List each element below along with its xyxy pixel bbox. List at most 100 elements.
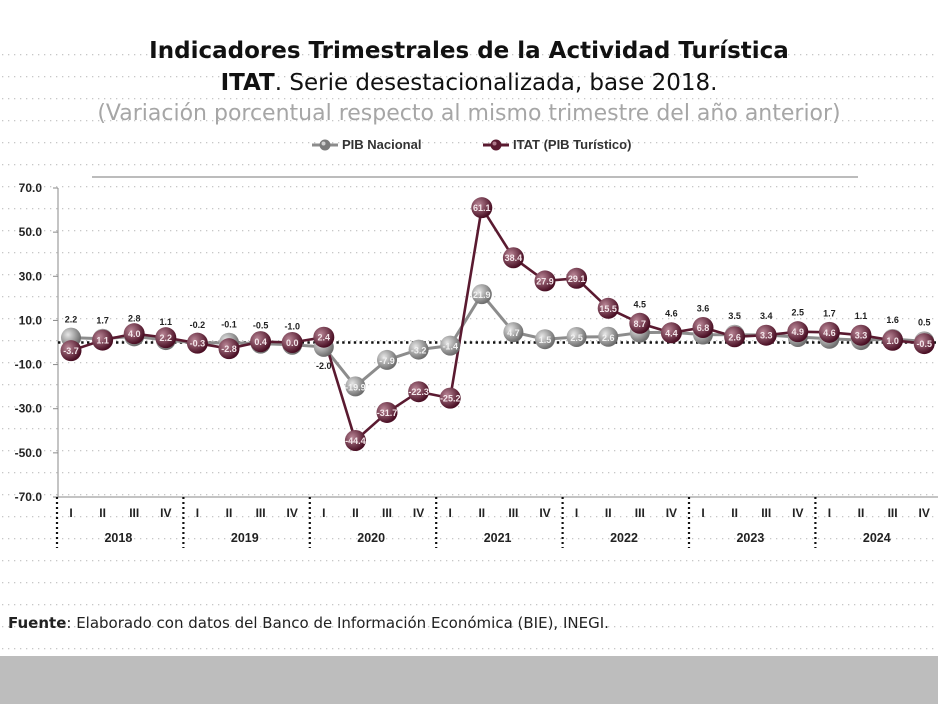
x-quarter-label: II <box>478 506 485 520</box>
y-tick-label: -70.0 <box>15 490 43 504</box>
y-tick-label: -50.0 <box>15 446 43 460</box>
itat-data-label: 3.3 <box>760 331 773 341</box>
pib-data-label: -0.5 <box>253 321 269 331</box>
itat-data-point <box>629 312 651 334</box>
x-quarter-label: IV <box>919 506 930 520</box>
itat-data-point <box>692 316 714 338</box>
x-quarter-label: IV <box>539 506 550 520</box>
itat-series-line <box>70 204 925 443</box>
itat-data-label: 4.9 <box>792 327 805 337</box>
itat-data-point <box>882 329 904 351</box>
itat-data-label: 2.4 <box>318 333 331 343</box>
legend-marker-pib-icon <box>312 139 338 150</box>
itat-data-point <box>60 340 82 362</box>
chart-subtitle: ITAT. Serie desestacionalizada, base 201… <box>0 70 938 96</box>
pib-data-point <box>440 335 461 356</box>
itat-data-point <box>660 322 682 344</box>
x-quarter-label: IV <box>413 506 424 520</box>
pib-data-label: 1.7 <box>96 316 109 326</box>
itat-data-label: 1.0 <box>886 336 899 346</box>
x-quarter-label: III <box>508 506 518 520</box>
x-quarter-label: I <box>701 506 704 520</box>
chart-legend: PIB Nacional ITAT (PIB Turístico) <box>0 137 938 157</box>
y-tick-label: -10.0 <box>15 358 43 372</box>
itat-data-label: -22.3 <box>408 387 429 397</box>
x-year-label: 2019 <box>231 531 259 545</box>
pib-data-label: 4.5 <box>634 299 647 309</box>
x-quarter-label: I <box>69 506 72 520</box>
pib-data-label: 4.6 <box>665 308 678 318</box>
pib-data-label: -1.4 <box>442 342 458 352</box>
x-quarter-label: II <box>858 506 865 520</box>
itat-data-label: -44.4 <box>345 436 366 446</box>
itat-data-point <box>534 270 556 292</box>
itat-data-point <box>471 197 493 219</box>
x-quarter-label: I <box>196 506 199 520</box>
pib-data-point <box>408 339 429 360</box>
itat-data-label: 6.8 <box>697 323 710 333</box>
itat-data-label: 38.4 <box>505 253 523 263</box>
itat-data-point <box>186 332 208 354</box>
pib-data-label: -0.2 <box>190 320 206 330</box>
x-quarter-label: I <box>575 506 578 520</box>
itat-data-point <box>408 381 430 403</box>
itat-data-point <box>92 329 114 351</box>
itat-data-label: 4.0 <box>128 329 141 339</box>
itat-data-point <box>566 267 588 289</box>
itat-data-label: -2.8 <box>221 344 237 354</box>
itat-data-label: 1.1 <box>96 336 109 346</box>
subtitle-bold: ITAT <box>220 70 275 96</box>
itat-data-point <box>250 331 272 353</box>
pib-data-label: 2.5 <box>792 308 805 318</box>
pib-data-label: 1.7 <box>823 308 836 318</box>
pib-data-label: 1.5 <box>539 335 552 345</box>
pib-data-point <box>598 326 619 347</box>
pib-data-point <box>345 376 366 397</box>
itat-data-label: 2.6 <box>728 332 741 342</box>
pib-data-label: 2.8 <box>128 313 141 323</box>
itat-data-label: 0.4 <box>254 337 267 347</box>
pib-data-point <box>377 349 397 370</box>
itat-data-label: 27.9 <box>536 276 554 286</box>
pib-data-label: 2.6 <box>602 333 615 343</box>
pib-data-label: 3.4 <box>760 311 773 321</box>
pib-data-label: 3.6 <box>697 303 710 313</box>
itat-data-label: 4.4 <box>665 328 678 338</box>
itat-data-label: -25.2 <box>440 394 461 404</box>
itat-data-label: 3.3 <box>855 331 868 341</box>
itat-data-label: -31.7 <box>377 408 398 418</box>
subtitle-rest: . Serie desestacionalizada, base 2018. <box>274 70 718 96</box>
x-year-label: 2024 <box>863 531 891 545</box>
itat-data-label: 4.6 <box>823 328 836 338</box>
pib-data-point <box>535 329 555 350</box>
pib-data-label: 2.2 <box>65 315 78 325</box>
pib-data-label: 2.5 <box>570 333 583 343</box>
pib-data-label: -1.0 <box>284 322 300 332</box>
itat-data-label: -3.7 <box>63 346 79 356</box>
itat-data-point <box>123 323 145 345</box>
y-tick-label: 70.0 <box>19 181 43 195</box>
pib-series-line <box>70 291 925 389</box>
legend-label-itat: ITAT (PIB Turístico) <box>513 137 632 152</box>
itat-data-point <box>724 326 746 348</box>
pib-data-label: -7.9 <box>379 356 395 366</box>
x-quarter-label: II <box>352 506 359 520</box>
legend-marker-itat-icon <box>483 139 509 150</box>
x-quarter-label: IV <box>160 506 171 520</box>
pib-data-point <box>566 326 587 347</box>
itat-data-label: -0.3 <box>190 339 206 349</box>
itat-data-point <box>155 327 177 349</box>
source-note: Fuente: Elaborado con datos del Banco de… <box>8 614 609 632</box>
legend-item-itat: ITAT (PIB Turístico) <box>483 137 631 152</box>
x-quarter-label: IV <box>792 506 803 520</box>
x-quarter-label: III <box>129 506 139 520</box>
itat-data-label: 15.5 <box>599 304 617 314</box>
itat-data-point <box>218 338 240 360</box>
legend-item-pib: PIB Nacional <box>312 137 421 152</box>
y-tick-label: -30.0 <box>15 402 43 416</box>
itat-data-point <box>376 401 398 423</box>
x-year-label: 2022 <box>610 531 638 545</box>
x-quarter-label: II <box>99 506 106 520</box>
itat-data-label: 8.7 <box>634 319 647 329</box>
x-quarter-label: I <box>322 506 325 520</box>
